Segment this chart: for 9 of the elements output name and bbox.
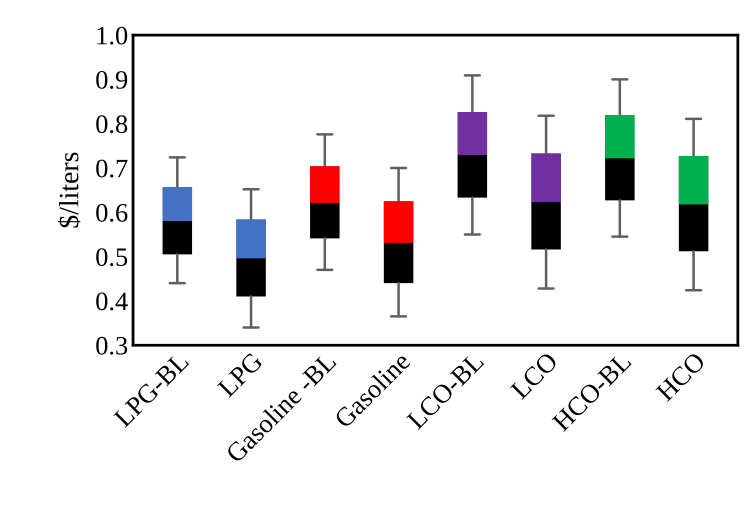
y-tick-label: 0.9 [96, 70, 128, 89]
y-tick-label: 0.3 [96, 336, 128, 355]
y-axis-title: $/liters [58, 152, 80, 228]
y-tick-label: 1.0 [98, 26, 128, 45]
y-tick-label: 0.4 [96, 292, 128, 310]
y-tick-label: 0.5 [96, 248, 128, 266]
y-tick-label: 0.8 [96, 115, 128, 134]
y-tick-label: 0.7 [96, 160, 128, 178]
y-tick-label: 0.6 [96, 204, 128, 222]
